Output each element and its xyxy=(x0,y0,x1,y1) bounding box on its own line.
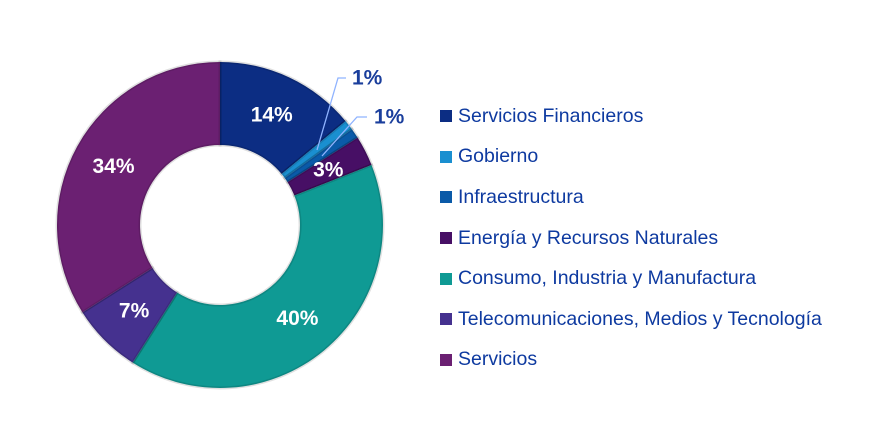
legend-swatch xyxy=(440,150,452,163)
donut-chart: 14% 1% 1% 3% 40% 7% 34% xyxy=(55,60,405,390)
legend-swatch xyxy=(440,272,452,285)
data-label-1: 1% xyxy=(352,67,383,90)
legend-item: Infraestructura xyxy=(440,177,822,218)
legend-swatch xyxy=(440,232,452,245)
leader-line-1 xyxy=(316,77,346,151)
legend-swatch xyxy=(440,191,452,204)
data-label-6: 34% xyxy=(93,155,135,178)
data-label-4: 40% xyxy=(276,307,318,330)
legend-item: Telecomunicaciones, Medios y Tecnología xyxy=(440,299,822,340)
legend-item: Gobierno xyxy=(440,137,822,178)
legend-item: Servicios xyxy=(440,340,822,381)
legend-label: Consumo, Industria y Manufactura xyxy=(458,267,757,290)
leader-line-2 xyxy=(321,116,367,157)
legend: Servicios Financieros Gobierno Infraestruc… xyxy=(440,96,822,380)
legend-swatch xyxy=(440,313,452,326)
legend-label: Infraestructura xyxy=(458,185,584,208)
legend-label: Energía y Recursos Naturales xyxy=(458,226,719,249)
legend-label: Servicios Financieros xyxy=(458,104,644,127)
slice-5 xyxy=(80,265,180,365)
legend-swatch xyxy=(440,353,452,366)
data-label-2: 1% xyxy=(374,106,405,129)
slice-3 xyxy=(285,135,374,198)
slice-4 xyxy=(130,163,385,390)
legend-item: Servicios Financieros xyxy=(440,96,822,137)
legend-item: Consumo, Industria y Manufactura xyxy=(440,258,822,299)
legend-label: Servicios xyxy=(458,348,538,371)
legend-swatch xyxy=(440,110,452,123)
data-label-5: 7% xyxy=(119,299,150,322)
slice-2 xyxy=(282,127,360,185)
legend-label: Telecomunicaciones, Medios y Tecnología xyxy=(458,307,822,330)
data-label-0: 14% xyxy=(251,104,293,127)
legend-item: Energía y Recursos Naturales xyxy=(440,218,822,259)
slice-6 xyxy=(55,60,222,315)
slice-0 xyxy=(218,60,348,177)
legend-label: Gobierno xyxy=(458,145,539,168)
data-label-3: 3% xyxy=(313,158,344,181)
